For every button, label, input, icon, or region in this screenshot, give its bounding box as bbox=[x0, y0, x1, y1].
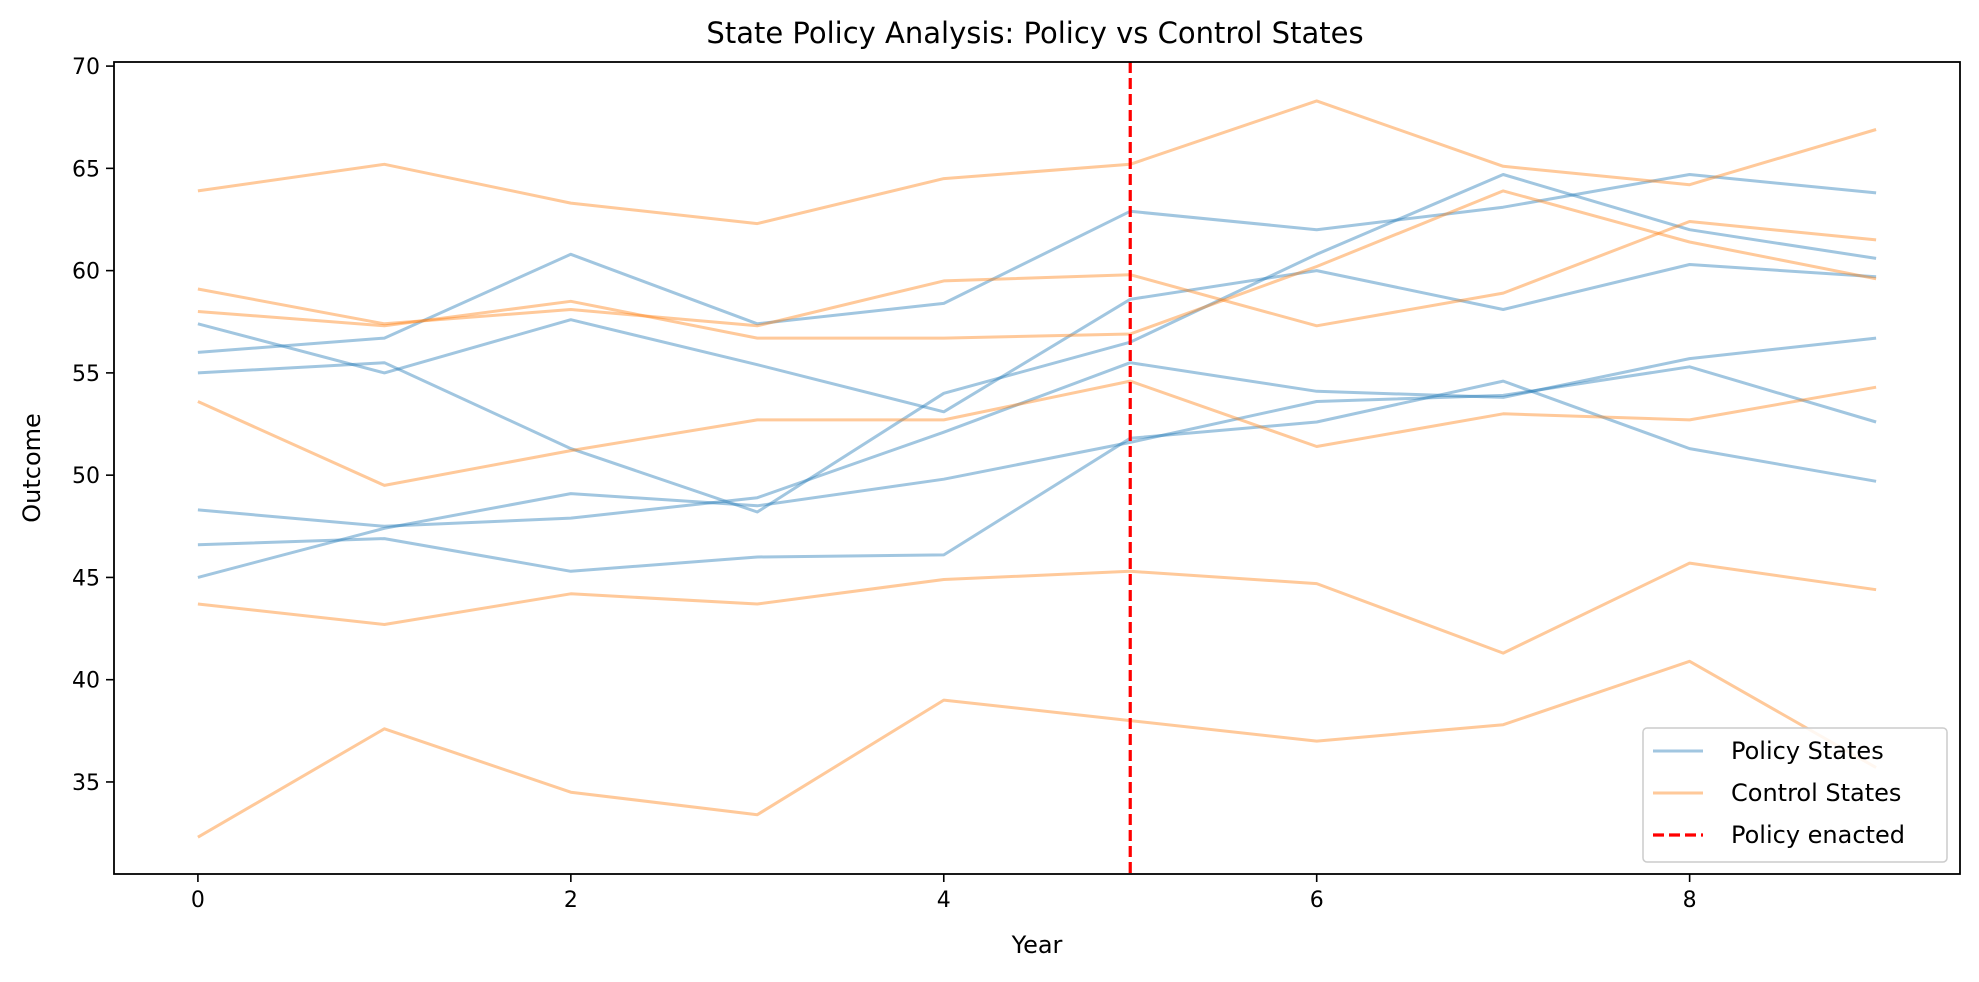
policy-series-line-2 bbox=[197, 173, 1877, 514]
series-layer bbox=[197, 99, 1877, 839]
y-tick-label: 65 bbox=[72, 157, 100, 182]
legend-label: Policy States bbox=[1731, 737, 1884, 765]
control-series-line-8 bbox=[197, 220, 1877, 328]
x-tick-label: 0 bbox=[191, 888, 205, 913]
y-tick-label: 50 bbox=[72, 464, 100, 489]
chart-title: State Policy Analysis: Policy vs Control… bbox=[706, 16, 1363, 50]
y-tick-label: 45 bbox=[72, 566, 100, 591]
y-tick-label: 55 bbox=[72, 362, 100, 387]
legend-label: Control States bbox=[1731, 779, 1901, 807]
policy-series-line-5 bbox=[197, 379, 1877, 573]
x-axis: 0 2 4 6 8 bbox=[191, 874, 1697, 913]
y-axis: 35 40 45 50 55 60 65 70 bbox=[72, 55, 114, 796]
legend: Policy States Control States Policy enacte… bbox=[1642, 727, 1948, 863]
legend-label: Policy enacted bbox=[1731, 821, 1905, 849]
policy-series-line-4 bbox=[197, 336, 1877, 528]
policy-series-line-3 bbox=[197, 263, 1877, 414]
legend-box bbox=[1642, 727, 1948, 863]
y-tick-label: 60 bbox=[72, 260, 100, 285]
x-tick-label: 2 bbox=[564, 888, 578, 913]
y-tick-label: 35 bbox=[72, 771, 100, 796]
plot-frame bbox=[113, 61, 1961, 875]
control-series-line-7 bbox=[197, 99, 1877, 226]
x-tick-label: 8 bbox=[1683, 888, 1697, 913]
policy-series-line-6 bbox=[197, 365, 1877, 579]
y-tick-label: 70 bbox=[72, 55, 100, 80]
control-series-line-12 bbox=[197, 659, 1877, 839]
control-series-line-11 bbox=[197, 561, 1877, 655]
x-tick-label: 4 bbox=[937, 888, 951, 913]
y-tick-label: 40 bbox=[72, 669, 100, 694]
y-axis-label: Outcome bbox=[18, 413, 46, 523]
policy-series-line-1 bbox=[197, 173, 1877, 354]
x-axis-label: Year bbox=[1011, 931, 1063, 959]
x-tick-label: 6 bbox=[1310, 888, 1324, 913]
control-series-line-9 bbox=[197, 189, 1877, 340]
control-series-line-10 bbox=[197, 379, 1877, 487]
